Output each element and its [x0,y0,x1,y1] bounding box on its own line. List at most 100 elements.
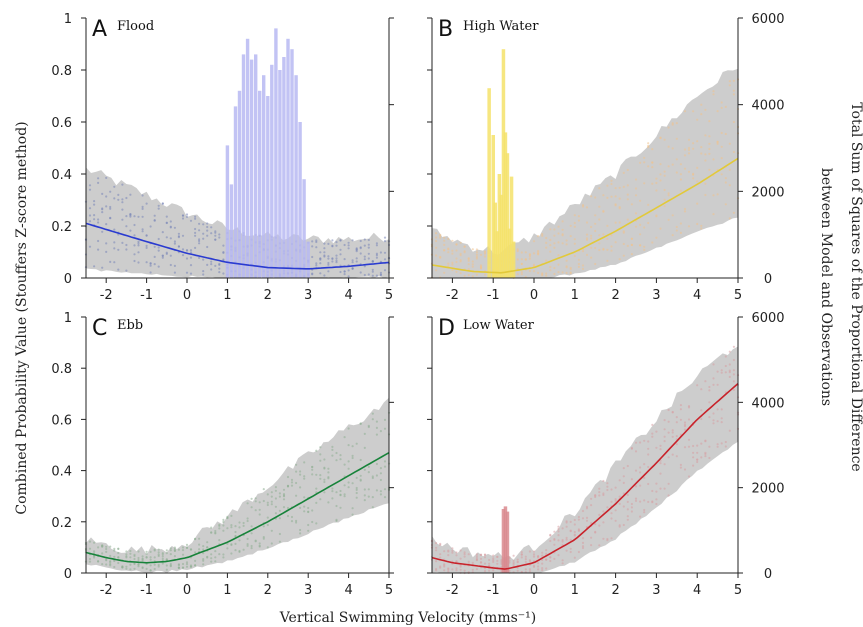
scatter-point [153,255,156,258]
x-tick-label: 3 [304,583,312,598]
scatter-point [479,553,483,557]
scatter-point [194,215,197,218]
scatter-point [549,559,552,563]
scatter-point [295,494,298,497]
scatter-point [708,147,711,151]
scatter-point [537,562,540,565]
scatter-point [614,195,617,198]
scatter-point [133,253,136,256]
scatter-point [712,383,715,386]
scatter-point [367,424,370,427]
scatter-point [634,469,638,472]
scatter-point [335,451,338,455]
scatter-point [732,345,736,348]
scatter-point [343,243,346,247]
scatter-point [88,184,92,187]
scatter-point [282,498,286,501]
scatter-point [557,525,560,528]
scatter-point [463,569,466,572]
scatter-point [451,261,454,264]
scatter-point [303,496,306,499]
bar [245,38,250,278]
scatter-point [655,482,658,485]
scatter-point [659,462,662,465]
scatter-point [630,506,634,509]
scatter-point [347,460,350,463]
scatter-point [218,262,221,266]
scatter-point [343,484,346,487]
scatter-point [630,478,634,481]
scatter-point [700,442,703,445]
scatter-point [708,416,711,419]
y-tick-label: 1 [64,311,72,326]
scatter-point [198,537,201,540]
scatter-point [290,481,294,484]
scatter-point [355,257,358,260]
scatter-point [286,484,290,488]
scatter-point [516,248,519,251]
scatter-point [339,239,342,242]
scatter-point [149,271,152,274]
scatter-point [459,259,462,262]
scatter-point [185,213,189,216]
scatter-point [639,244,642,247]
bar [249,59,254,278]
scatter-point [169,254,172,257]
scatter-point [614,187,617,190]
scatter-point [590,225,593,229]
scatter-point [687,438,691,441]
scatter-point [675,158,678,161]
scatter-point [117,268,120,271]
scatter-point [137,244,140,247]
scatter-point [724,440,727,444]
scatter-point [379,472,382,475]
scatter-point [683,110,687,113]
scatter-point [343,273,346,276]
scatter-point [443,249,446,252]
panel-letter: B [438,17,453,42]
scatter-point [331,260,334,263]
scatter-point [282,488,286,491]
scatter-point [206,222,209,225]
scatter-point [347,427,350,430]
y2-tick-label: 0 [764,567,772,582]
scatter-point [383,418,387,421]
y-tick-label: 0.8 [51,64,72,79]
scatter-point [319,453,322,456]
scatter-point [553,557,556,561]
scatter-point [113,197,116,200]
scatter-point [581,517,585,520]
scatter-point [371,270,374,273]
scatter-point [565,271,568,275]
scatter-point [667,408,670,412]
scatter-point [226,527,229,530]
bar [258,90,262,278]
scatter-point [141,207,144,210]
scatter-point [383,465,387,468]
scatter-point [516,560,519,563]
scatter-point [315,487,318,490]
scatter-point [202,545,205,548]
scatter-point [246,502,249,505]
scatter-point [557,241,560,244]
scatter-point [206,541,209,544]
scatter-point [728,80,731,83]
scatter-point [117,556,120,559]
bar [487,88,491,278]
scatter-point [435,567,438,571]
scatter-point [303,475,306,478]
scatter-point [712,412,715,415]
scatter-point [581,264,585,267]
scatter-point [463,274,466,277]
scatter-point [655,430,658,433]
scatter-point [602,521,605,524]
scatter-point [724,355,727,358]
scatter-point [659,444,662,447]
scatter-point [622,230,625,233]
scatter-point [371,412,374,415]
scatter-point [129,215,132,218]
scatter-point [561,242,564,245]
scatter-point [565,536,568,539]
scatter-point [732,388,736,391]
y-tick-label: 0.4 [51,465,72,480]
